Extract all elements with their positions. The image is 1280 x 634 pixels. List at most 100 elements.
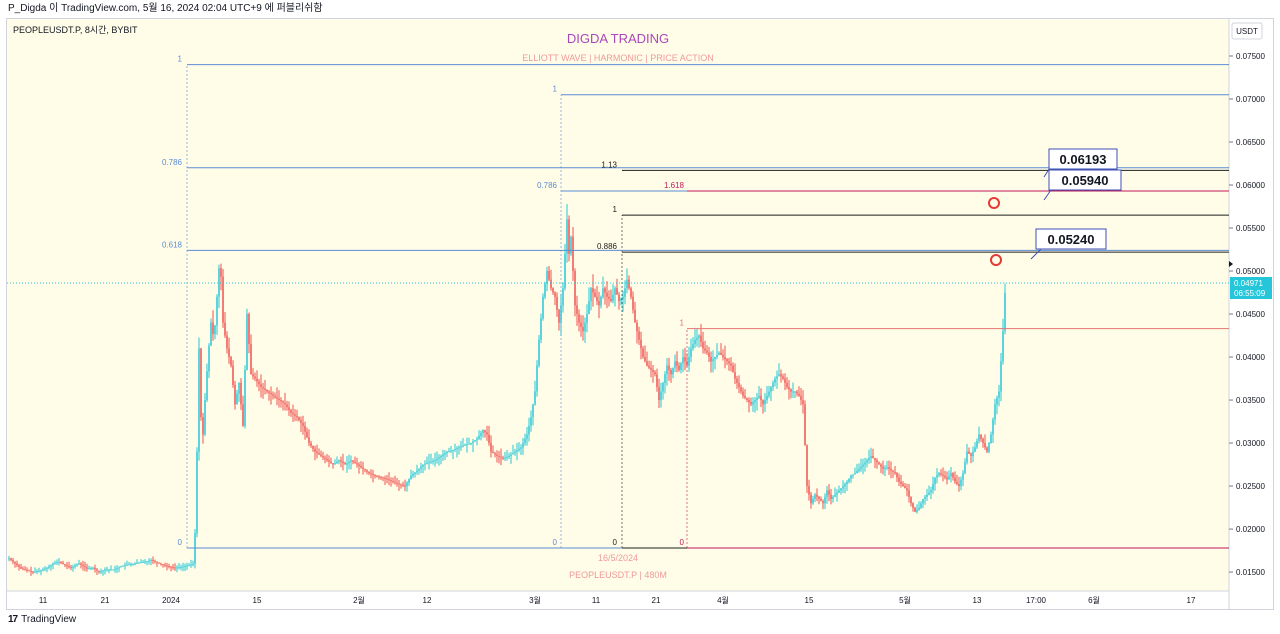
candle-body bbox=[222, 276, 224, 323]
candle-body bbox=[466, 444, 468, 446]
candle-body bbox=[706, 350, 708, 353]
candle-body bbox=[204, 400, 206, 435]
candle-body bbox=[508, 455, 510, 457]
candle-body bbox=[584, 322, 586, 332]
candle-body bbox=[42, 569, 44, 571]
fib-level-label: 1 bbox=[613, 205, 618, 214]
candle-body bbox=[928, 492, 930, 495]
tradingview-logo-icon: 17 bbox=[8, 614, 18, 625]
candle-body bbox=[442, 454, 444, 456]
tradingview-brand: TradingView bbox=[21, 614, 77, 625]
candle-body bbox=[70, 566, 72, 568]
candle-body bbox=[916, 509, 918, 512]
candle-body bbox=[154, 560, 156, 562]
candle-body bbox=[828, 490, 830, 495]
candle-body bbox=[764, 400, 766, 405]
candle-body bbox=[180, 566, 182, 568]
candle-body bbox=[460, 446, 462, 448]
tradingview-logo[interactable]: 17 TradingView bbox=[8, 614, 76, 625]
fib-level-label: 0 bbox=[553, 538, 558, 547]
candle-body bbox=[454, 449, 456, 451]
candle-body bbox=[148, 560, 150, 562]
candle-body bbox=[274, 395, 276, 398]
candle-body bbox=[562, 288, 564, 306]
candle-body bbox=[18, 565, 20, 567]
candle-body bbox=[306, 431, 308, 438]
candle-body bbox=[272, 394, 274, 396]
candle-body bbox=[754, 400, 756, 403]
candle-body bbox=[526, 434, 528, 439]
candle-body bbox=[700, 335, 702, 342]
candle-body bbox=[462, 445, 464, 447]
candle-body bbox=[600, 296, 602, 306]
candle-body bbox=[632, 296, 634, 310]
candle-body bbox=[382, 477, 384, 479]
candle-body bbox=[436, 458, 438, 461]
time-tick-label: 12 bbox=[423, 596, 432, 605]
currency-button[interactable] bbox=[1231, 22, 1263, 40]
candle-body bbox=[876, 460, 878, 463]
candle-body bbox=[982, 438, 984, 444]
price-chart[interactable]: 1 0.786 0.618 0 1 0.786 0 1.13 1 0.886 0 1.618 1 0 0.… bbox=[7, 19, 1273, 609]
candle-body bbox=[790, 389, 792, 392]
candle-body bbox=[806, 445, 808, 487]
price-tick-label: 0.06500 bbox=[1236, 138, 1265, 147]
candle-body bbox=[424, 463, 426, 465]
candle-body bbox=[304, 425, 306, 432]
candle-body bbox=[520, 447, 522, 449]
candle-body bbox=[950, 473, 952, 477]
candle-body bbox=[368, 471, 370, 474]
candle-body bbox=[280, 400, 282, 402]
candle-body bbox=[468, 443, 470, 445]
candle-body bbox=[186, 565, 188, 567]
candle-body bbox=[842, 486, 844, 489]
candle-body bbox=[134, 563, 136, 565]
fib-level-label: 0 bbox=[613, 538, 618, 547]
candle-body bbox=[384, 478, 386, 480]
candle-body bbox=[276, 397, 278, 399]
candle-body bbox=[196, 451, 198, 534]
candle-body bbox=[698, 335, 700, 338]
candle-body bbox=[84, 566, 86, 568]
candle-body bbox=[708, 352, 710, 358]
candle-body bbox=[136, 562, 138, 564]
candle-body bbox=[668, 365, 670, 370]
candle-body bbox=[10, 558, 12, 561]
candle-body bbox=[22, 568, 24, 570]
chart-frame[interactable]: 1 0.786 0.618 0 1 0.786 0 1.13 1 0.886 0 1.618 1 0 0.… bbox=[6, 18, 1274, 610]
candle-body bbox=[26, 569, 28, 571]
candle-body bbox=[714, 357, 716, 360]
candles-layer bbox=[8, 204, 1006, 576]
candle-body bbox=[286, 404, 288, 408]
candle-body bbox=[366, 470, 368, 472]
time-tick-label: 2024 bbox=[162, 596, 180, 605]
candle-body bbox=[532, 404, 534, 418]
candle-body bbox=[992, 419, 994, 435]
candle-body bbox=[386, 478, 388, 480]
candle-body bbox=[778, 374, 780, 377]
candle-body bbox=[924, 496, 926, 499]
candle-body bbox=[884, 467, 886, 469]
candle-body bbox=[574, 271, 576, 306]
candle-body bbox=[208, 345, 210, 372]
current-price-tag bbox=[1230, 277, 1272, 299]
candle-body bbox=[500, 456, 502, 458]
candle-body bbox=[232, 365, 234, 385]
candle-body bbox=[48, 566, 50, 568]
candle-body bbox=[124, 565, 126, 567]
candle-body bbox=[972, 451, 974, 456]
candle-body bbox=[322, 455, 324, 458]
time-tick-label: 21 bbox=[652, 596, 661, 605]
candle-body bbox=[190, 564, 192, 566]
candle-body bbox=[996, 397, 998, 405]
candle-body bbox=[984, 443, 986, 448]
candle-body bbox=[936, 475, 938, 478]
candle-body bbox=[850, 475, 852, 479]
candle-body bbox=[966, 451, 968, 463]
price-tick-label: 0.05500 bbox=[1236, 224, 1265, 233]
candle-body bbox=[988, 443, 990, 452]
candle-body bbox=[744, 395, 746, 398]
watermark-symbol: PEOPLEUSDT.P | 480M bbox=[569, 570, 667, 580]
candle-body bbox=[872, 455, 874, 459]
candle-body bbox=[418, 468, 420, 471]
